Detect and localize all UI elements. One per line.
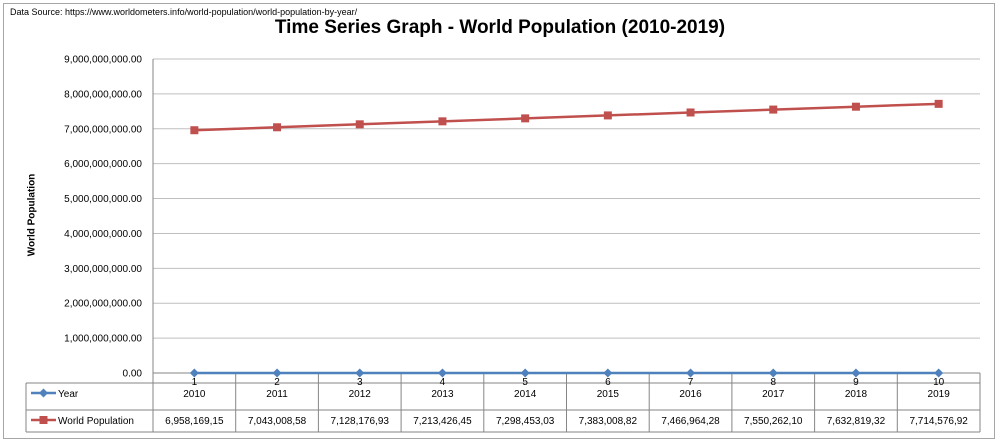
data-point [189, 368, 199, 378]
x-tick-label: 5 [522, 377, 528, 388]
data-point [355, 368, 365, 378]
data-table-cell: 2013 [431, 389, 454, 400]
chart-title: Time Series Graph - World Population (20… [274, 17, 726, 38]
x-tick-label: 7 [688, 377, 694, 388]
legend-key-marker [39, 416, 48, 424]
data-point [272, 368, 282, 378]
y-tick-label: 0.00 [123, 369, 143, 380]
x-tick-label: 4 [440, 377, 446, 388]
data-table-cell: 2011 [266, 389, 288, 400]
data-point [934, 368, 944, 378]
y-tick-label: 7,000,000,000.00 [64, 124, 142, 135]
data-point [934, 99, 943, 108]
data-table-cell: 2016 [679, 389, 702, 400]
series-line [194, 102, 939, 132]
y-tick-label: 5,000,000,000.00 [64, 194, 142, 205]
series-lines [189, 99, 944, 378]
data-table-cell: 2014 [514, 389, 537, 400]
data-point [273, 123, 282, 132]
y-tick-label: 4,000,000,000.00 [64, 229, 142, 240]
data-point [521, 114, 530, 123]
data-point [686, 368, 696, 378]
data-table-cell: 7,632,819,32 [827, 416, 886, 427]
data-point [686, 108, 695, 117]
data-source-note: Data Source: https://www.worldometers.in… [10, 7, 358, 17]
x-tick-label: 3 [357, 377, 363, 388]
data-table-cell: 6,958,169,15 [165, 416, 224, 427]
data-table-cell: 2018 [845, 389, 868, 400]
data-table-cell: 2012 [349, 389, 372, 400]
y-tick-label: 2,000,000,000.00 [64, 299, 142, 310]
legend-series-name: Year [58, 389, 79, 400]
gridlines [152, 58, 980, 374]
data-table-cell: 2015 [597, 389, 620, 400]
data-point [768, 368, 778, 378]
data-point [438, 117, 447, 126]
data-point [355, 120, 364, 129]
data-point [603, 111, 612, 120]
y-tick-label: 9,000,000,000.00 [64, 55, 142, 66]
x-tick-label: 6 [605, 377, 611, 388]
data-table-cell: 2019 [928, 389, 951, 400]
data-point [603, 368, 613, 378]
data-point [437, 368, 447, 378]
data-table: 1 2 3 4 5 6 7 8 9 10 Year 2010 2011 2012 2013 2014 2015 2… [25, 372, 981, 433]
data-table-cell: 7,128,176,93 [331, 416, 390, 427]
data-table-cell: 7,550,262,10 [744, 416, 803, 427]
data-point [851, 102, 860, 111]
data-point [769, 105, 778, 114]
data-table-cell: 2010 [183, 389, 206, 400]
data-table-cell: 7,043,008,58 [248, 416, 307, 427]
legend-series-name: World Population [58, 416, 134, 427]
data-point [851, 368, 861, 378]
y-tick-label: 3,000,000,000.00 [64, 264, 142, 275]
y-tick-label: 8,000,000,000.00 [64, 89, 142, 100]
x-tick-label: 1 [192, 377, 198, 388]
data-table-cell: 7,383,008,82 [579, 416, 638, 427]
y-tick-label: 6,000,000,000.00 [64, 159, 142, 170]
y-tick-labels: 0.00 1,000,000,000.00 2,000,000,000.00 3,00… [64, 55, 142, 380]
x-tick-label: 8 [770, 377, 776, 388]
data-table-cell: 7,714,576,92 [909, 416, 968, 427]
chart-frame [3, 3, 995, 439]
data-table-cell: 7,213,426,45 [413, 416, 472, 427]
data-point [190, 126, 199, 135]
x-tick-label: 2 [274, 377, 280, 388]
data-table-cell: 2017 [762, 389, 785, 400]
x-tick-label: 9 [853, 377, 859, 388]
data-table-cell: 7,466,964,28 [661, 416, 720, 427]
y-tick-label: 1,000,000,000.00 [64, 334, 142, 345]
data-point [520, 368, 530, 378]
x-tick-label: 10 [933, 377, 945, 388]
legend-key-marker [39, 388, 48, 398]
data-table-cell: 7,298,453,03 [496, 416, 555, 427]
